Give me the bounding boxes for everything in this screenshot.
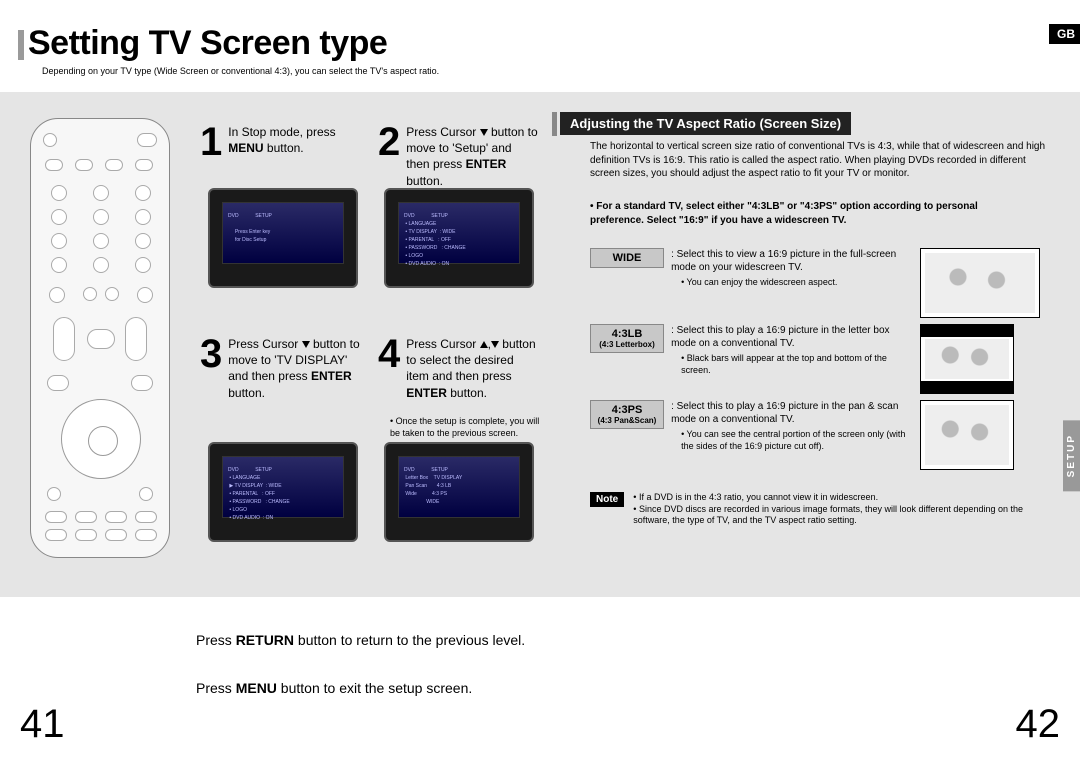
option-label-text: WIDE	[613, 252, 642, 264]
remote-button	[135, 529, 157, 541]
remote-button	[137, 287, 153, 303]
step-text: Press Cursor , button to select the desi…	[406, 336, 538, 401]
remote-button	[135, 257, 151, 273]
remote-button	[135, 233, 151, 249]
option-label-sub: (4:3 Letterbox)	[591, 340, 663, 349]
remote-button	[135, 185, 151, 201]
footer-line-menu: Press MENU button to exit the setup scre…	[196, 680, 472, 696]
remote-button	[131, 375, 153, 391]
option-label: 4:3PS (4:3 Pan&Scan)	[590, 400, 664, 429]
option-image-panscan	[920, 400, 1014, 470]
remote-channel	[125, 317, 147, 361]
language-badge: GB	[1049, 24, 1080, 44]
note-text: • If a DVD is in the 4:3 ratio, you cann…	[633, 492, 1033, 527]
step-4-note: • Once the setup is complete, you will b…	[390, 416, 550, 439]
tv-screenshot-1: DVD SETUP Press Enter key for Disc Setup	[208, 188, 358, 288]
section-bullet: • For a standard TV, select either "4:3L…	[590, 200, 1030, 227]
remote-button	[87, 329, 115, 349]
option-description: : Select this to play a 16:9 picture in …	[671, 324, 911, 376]
option-description: : Select this to play a 16:9 picture in …	[671, 400, 911, 452]
tv-screenshot-4: DVD SETUP Letter Box TV DISPLAY Pan Scan…	[384, 442, 534, 542]
option-43lb: 4:3LB (4:3 Letterbox) : Select this to p…	[590, 324, 1060, 394]
page-title: Setting TV Screen type	[28, 24, 387, 63]
section-body-text: The horizontal to vertical screen size r…	[590, 140, 1050, 181]
remote-volume	[53, 317, 75, 361]
remote-button	[83, 287, 97, 301]
remote-control-illustration	[30, 118, 170, 558]
remote-button	[135, 159, 153, 171]
page-number-left: 41	[20, 702, 65, 747]
step-number: 2	[378, 124, 400, 160]
remote-button	[45, 159, 63, 171]
page-number-right: 42	[1016, 702, 1061, 747]
option-note: • You can enjoy the widescreen aspect.	[681, 277, 911, 289]
option-image-letterbox	[920, 324, 1014, 394]
remote-button	[51, 257, 67, 273]
step-number: 4	[378, 336, 400, 372]
remote-menu-button	[47, 375, 69, 391]
option-wide: WIDE : Select this to view a 16:9 pictur…	[590, 248, 1060, 318]
tv-screenshot-2: DVD SETUP • LANGUAGE • TV DISPLAY : WIDE…	[384, 188, 534, 288]
step-1: 1 In Stop mode, press MENU button.	[200, 124, 360, 160]
remote-button	[137, 133, 157, 147]
section-header: Adjusting the TV Aspect Ratio (Screen Si…	[560, 112, 851, 135]
remote-button	[93, 233, 109, 249]
remote-button	[49, 287, 65, 303]
step-number: 3	[200, 336, 222, 372]
title-accent-bar	[18, 30, 24, 60]
option-label-text: 4:3LB	[612, 328, 643, 340]
remote-button	[93, 209, 109, 225]
remote-button	[45, 511, 67, 523]
step-3: 3 Press Cursor button to move to 'TV DIS…	[200, 336, 360, 401]
footer-line-return: Press RETURN button to return to the pre…	[196, 632, 525, 648]
page-subtitle: Depending on your TV type (Wide Screen o…	[42, 66, 439, 76]
step-text: In Stop mode, press MENU button.	[228, 124, 360, 156]
step-4: 4 Press Cursor , button to select the de…	[378, 336, 538, 401]
remote-button	[135, 511, 157, 523]
remote-button	[75, 511, 97, 523]
side-tab-setup: SETUP	[1063, 420, 1080, 491]
option-note: • Black bars will appear at the top and …	[681, 353, 911, 376]
step-text: Press Cursor button to move to 'Setup' a…	[406, 124, 538, 189]
remote-button	[105, 511, 127, 523]
option-desc-text: : Select this to play a 16:9 picture in …	[671, 401, 898, 425]
remote-button	[75, 159, 93, 171]
remote-button	[51, 233, 67, 249]
tv-menu-text: DVD SETUP Letter Box TV DISPLAY Pan Scan…	[404, 466, 514, 506]
remote-button	[43, 133, 57, 147]
section-accent-bar	[552, 112, 557, 136]
remote-dpad	[61, 399, 141, 479]
option-description: : Select this to view a 16:9 picture in …	[671, 248, 911, 289]
step-2: 2 Press Cursor button to move to 'Setup'…	[378, 124, 538, 189]
remote-button	[93, 257, 109, 273]
remote-button	[105, 529, 127, 541]
remote-button	[139, 487, 153, 501]
remote-button	[135, 209, 151, 225]
tv-screenshot-3: DVD SETUP • LANGUAGE ▶ TV DISPLAY : WIDE…	[208, 442, 358, 542]
remote-button	[105, 287, 119, 301]
option-43ps: 4:3PS (4:3 Pan&Scan) : Select this to pl…	[590, 400, 1060, 470]
remote-button	[93, 185, 109, 201]
tv-menu-text: DVD SETUP Press Enter key for Disc Setup	[228, 212, 338, 244]
remote-button	[45, 529, 67, 541]
tv-menu-text: DVD SETUP • LANGUAGE ▶ TV DISPLAY : WIDE…	[228, 466, 338, 522]
note-badge: Note	[590, 492, 624, 507]
remote-button	[75, 529, 97, 541]
option-label-sub: (4:3 Pan&Scan)	[591, 416, 663, 425]
remote-button	[51, 185, 67, 201]
remote-button	[51, 209, 67, 225]
option-label: WIDE	[590, 248, 664, 268]
step-text: Press Cursor button to move to 'TV DISPL…	[228, 336, 360, 401]
option-label-text: 4:3PS	[612, 404, 643, 416]
option-image-wide	[920, 248, 1040, 318]
option-label: 4:3LB (4:3 Letterbox)	[590, 324, 664, 353]
tv-menu-text: DVD SETUP • LANGUAGE • TV DISPLAY : WIDE…	[404, 212, 514, 268]
option-note: • You can see the central portion of the…	[681, 429, 911, 452]
remote-button	[105, 159, 123, 171]
step-number: 1	[200, 124, 222, 160]
note-row: Note • If a DVD is in the 4:3 ratio, you…	[590, 492, 1060, 527]
option-desc-text: : Select this to view a 16:9 picture in …	[671, 249, 896, 273]
option-desc-text: : Select this to play a 16:9 picture in …	[671, 325, 889, 349]
remote-return-button	[47, 487, 61, 501]
